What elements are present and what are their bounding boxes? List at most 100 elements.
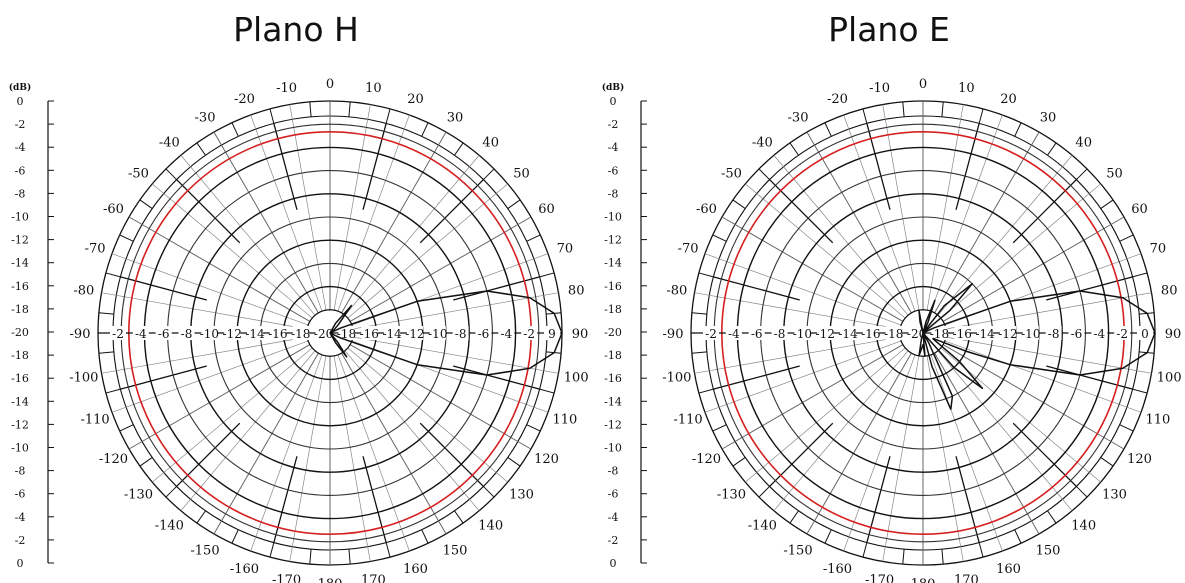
radial-spoke [773,155,909,316]
angle-label: 170 [954,573,979,583]
radial-label-bg [1091,326,1108,340]
sector-divider [176,179,241,244]
scale-label: -6 [608,164,619,177]
band-tick [1014,529,1022,544]
radial-label-bg [977,326,994,340]
band-tick [1047,142,1057,156]
radial-label-bg [954,326,971,340]
radial-spoke [942,216,1125,322]
radial-spoke [128,344,311,450]
radial-spoke [344,350,480,511]
band-tick [269,108,275,124]
angle-label: 10 [365,81,382,96]
sector-divider [273,456,298,543]
radial-label-bg [703,326,719,340]
sector-divider [453,365,540,390]
angle-label: -60 [103,202,124,217]
sector-divider [955,456,980,543]
radial-label-bg [840,326,857,340]
radial-label-bg [748,326,765,340]
scale-label: -2 [608,118,619,131]
scale-label: -14 [11,257,29,270]
radial-label-bg [908,326,925,340]
scale-label: -16 [604,280,622,293]
band-tick [526,424,541,432]
radial-label-bg [224,326,241,340]
scale-label: -14 [11,395,29,408]
radial-label-bg [1114,326,1131,340]
radial-label-bg [132,326,149,340]
angle-label: 170 [361,573,386,583]
radial-spoke [945,292,1152,330]
angle-label: 110 [1146,413,1171,428]
band-tick [539,272,555,278]
radial-spoke [337,354,410,552]
band-tick [978,542,984,558]
radial-spoke [882,355,920,562]
angle-label: 30 [447,110,464,125]
scale-label: -6 [15,164,26,177]
band-tick [196,142,206,156]
radial-label: -10 [428,327,447,341]
radial-label: -18 [884,327,903,341]
angle-label: -70 [678,241,699,256]
radial-label: -14 [382,327,402,341]
band-tick [732,199,746,209]
angle-label: -20 [827,92,848,107]
band-tick [385,108,391,124]
band-tick [712,234,727,242]
radial-label: -6 [478,327,490,341]
band-tick [309,101,312,117]
angle-label: -140 [748,519,777,534]
band-tick [139,199,153,209]
radial-spoke [806,131,912,314]
radial-spoke [213,352,319,535]
band-tick [1014,122,1022,137]
sector-divider [866,123,891,210]
radial-label: -8 [774,327,786,341]
radial-spoke [128,216,311,322]
radial-label: -10 [793,327,812,341]
radial-spoke [289,104,327,311]
radial-spoke [352,336,559,374]
scale-label: -8 [15,465,26,478]
scale-label: -2 [15,534,26,547]
angle-label: -90 [70,327,91,342]
radial-label: -20 [314,327,333,341]
radial-label: -16 [268,327,287,341]
band-tick [507,199,521,209]
chart-panel-e: Plano E -2 -4 -6 -8 -10 -12 -14 -16 -18 -20 -18 -16… [593,0,1185,583]
radial-label: -6 [158,327,170,341]
scale-label: -10 [604,211,622,224]
radial-spoke [806,352,912,535]
band-tick [165,486,177,498]
band-tick [902,549,905,565]
angle-label: 70 [557,241,574,256]
radial-spoke [180,155,316,316]
radial-spoke [926,355,964,562]
radial-label: -4 [1093,327,1105,341]
angle-label: -40 [752,135,773,150]
band-tick [454,142,464,156]
angle-label: -150 [190,544,219,559]
scale-label: -10 [11,211,29,224]
radial-spoke [937,350,1073,511]
radial-label: -2 [112,327,124,341]
radial-spoke [721,216,904,322]
radial-label-bg [110,326,126,340]
radial-label-bg [1137,326,1153,340]
radial-label-bg [885,326,902,340]
scale-label: -4 [608,141,619,154]
angle-label: 60 [1131,202,1148,217]
radial-spoke [152,183,313,319]
radial-label: -16 [360,327,379,341]
band-tick [165,168,177,180]
radial-spoke [926,104,964,311]
band-tick [758,168,770,180]
angle-label: 180 [911,577,936,583]
radial-spoke [333,355,371,562]
band-tick [98,351,114,354]
chart-title-h: Plano H [233,10,359,49]
band-tick [698,272,714,278]
band-tick [732,457,746,467]
